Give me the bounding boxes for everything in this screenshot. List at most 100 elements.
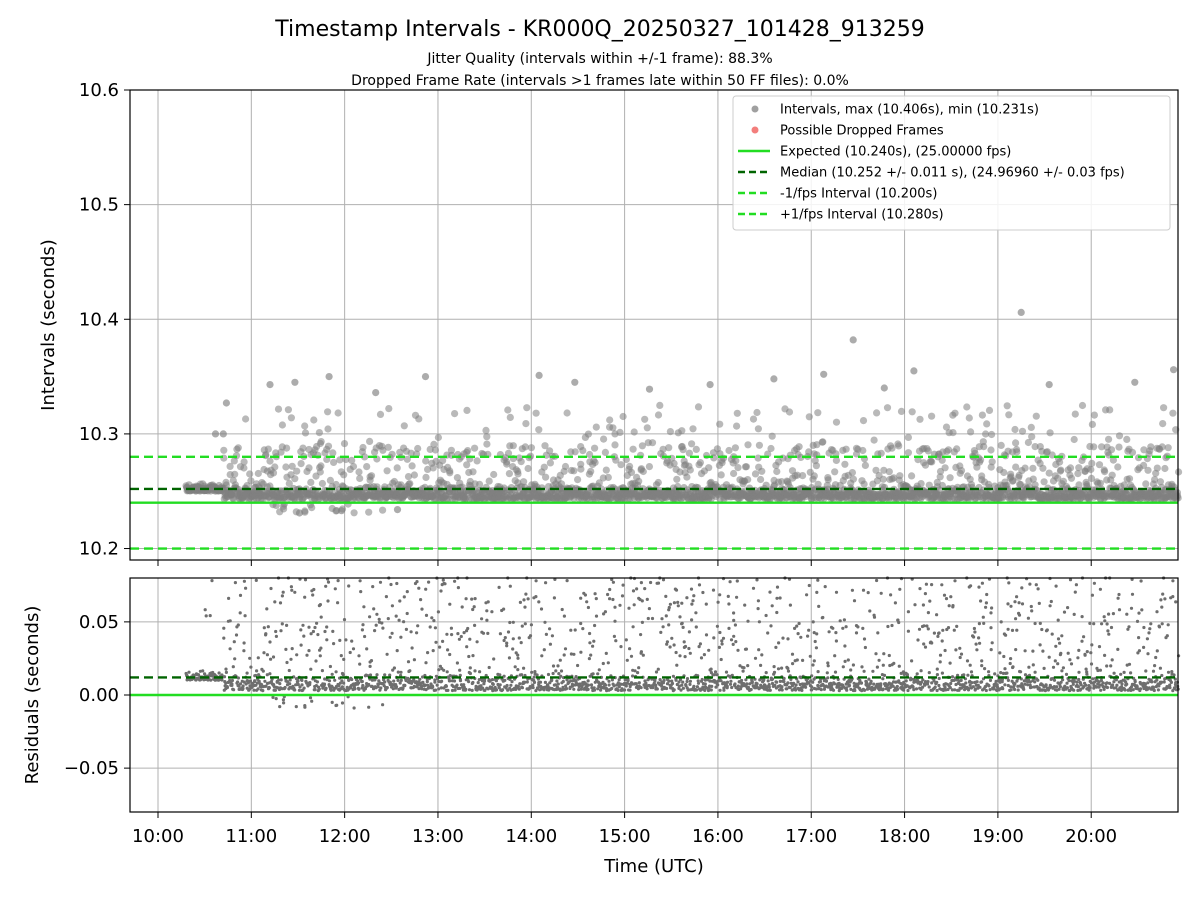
residual-point — [786, 669, 791, 673]
residual-point — [618, 603, 622, 607]
residual-point — [338, 638, 342, 643]
residual-point — [608, 587, 612, 592]
residual-point — [261, 689, 265, 693]
interval-point — [1028, 433, 1036, 441]
interval-point — [982, 430, 990, 438]
residual-point — [390, 604, 394, 608]
interval-point — [883, 404, 892, 412]
residual-point — [1037, 601, 1041, 606]
residual-point — [966, 686, 971, 690]
residual-point — [473, 669, 477, 673]
interval-point — [1125, 475, 1134, 483]
interval-point — [291, 475, 299, 483]
interval-point — [1057, 466, 1065, 474]
interval-point — [587, 467, 595, 475]
residual-point — [890, 623, 894, 628]
residual-point — [278, 705, 282, 709]
residual-point — [856, 625, 860, 629]
residual-point — [330, 672, 334, 676]
residual-point — [746, 619, 750, 623]
interval-outlier-point — [1131, 378, 1139, 386]
interval-point — [356, 474, 364, 482]
residual-point — [1031, 663, 1035, 667]
residual-point — [923, 592, 928, 596]
residual-point — [452, 679, 457, 683]
residual-point — [1048, 604, 1052, 608]
residual-point — [455, 683, 459, 687]
interval-point — [504, 449, 513, 457]
residual-point — [926, 627, 930, 631]
residual-point — [372, 607, 376, 611]
residual-point — [415, 631, 419, 635]
interval-point — [688, 440, 696, 448]
residual-point — [616, 688, 620, 693]
interval-point — [1029, 475, 1037, 483]
residual-point — [607, 683, 611, 687]
residual-point — [983, 667, 987, 671]
residual-point — [550, 634, 555, 638]
residual-point — [631, 589, 636, 593]
residual-point — [970, 681, 974, 685]
interval-point — [595, 479, 603, 487]
residual-point — [861, 588, 866, 592]
residual-point — [265, 653, 269, 657]
interval-point — [546, 459, 555, 467]
residual-point — [778, 596, 782, 600]
residual-point — [753, 656, 758, 660]
residual-point — [947, 604, 951, 608]
interval-point — [367, 472, 376, 480]
interval-point — [1013, 448, 1021, 456]
residual-point — [490, 678, 495, 682]
residual-point — [589, 653, 593, 657]
residual-point — [670, 636, 674, 640]
interval-point — [521, 443, 529, 451]
residual-point — [562, 653, 566, 657]
residual-point — [953, 688, 957, 692]
residual-point — [1001, 687, 1005, 691]
residual-point — [843, 659, 847, 664]
interval-point — [824, 476, 832, 484]
residual-point — [412, 658, 416, 662]
residual-point — [915, 672, 919, 676]
residual-point — [815, 632, 819, 636]
interval-point — [430, 440, 438, 448]
interval-point — [611, 441, 619, 449]
residual-point — [647, 607, 652, 611]
residual-point — [302, 634, 306, 638]
interval-point — [629, 445, 637, 453]
interval-point — [269, 469, 278, 477]
residual-point — [954, 648, 958, 652]
interval-point — [242, 415, 250, 423]
residual-point — [810, 688, 814, 692]
interval-point — [283, 444, 291, 452]
residual-point — [585, 600, 589, 604]
interval-point — [1087, 474, 1096, 482]
interval-point — [654, 478, 662, 487]
interval-point — [980, 443, 988, 451]
interval-point — [505, 470, 513, 478]
residual-point — [271, 695, 275, 700]
residual-point — [397, 618, 401, 622]
residual-point — [546, 672, 551, 677]
residual-point — [762, 678, 766, 682]
residual-point — [196, 673, 201, 677]
residual-point — [772, 665, 776, 669]
residual-point — [667, 605, 671, 610]
residual-point — [935, 673, 940, 677]
residual-point — [434, 640, 438, 644]
interval-point — [732, 457, 740, 465]
residual-point — [816, 578, 820, 582]
residual-point — [520, 624, 524, 628]
residual-point — [935, 667, 939, 671]
residual-point — [964, 681, 968, 685]
interval-point — [332, 480, 340, 489]
residual-point — [645, 687, 649, 691]
residual-point — [265, 607, 269, 611]
interval-point — [379, 506, 387, 514]
residual-point — [984, 688, 988, 693]
residual-point — [305, 653, 309, 657]
interval-point — [1140, 461, 1148, 469]
residual-point — [555, 679, 559, 683]
residual-point — [558, 658, 562, 662]
residual-point — [812, 659, 816, 663]
